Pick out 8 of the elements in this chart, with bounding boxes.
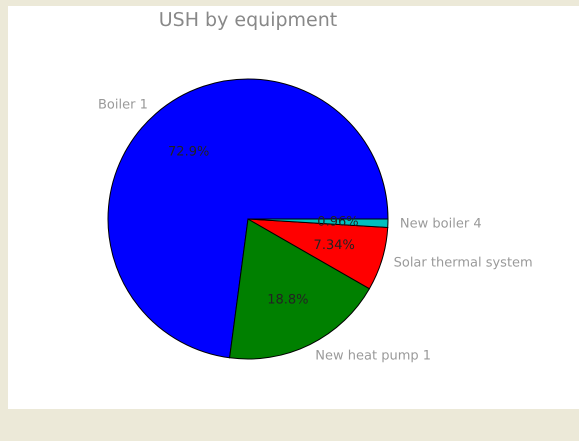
data-label: 7.34% xyxy=(314,238,355,253)
data-label: 18.8% xyxy=(267,292,309,308)
slice-label: Boiler 1 xyxy=(98,98,148,113)
data-label: 72.9% xyxy=(168,144,210,160)
slice-label: New heat pump 1 xyxy=(315,348,432,364)
chart-title: USH by equipment xyxy=(158,9,338,31)
slice-label: New boiler 4 xyxy=(400,216,482,232)
slice-label: Solar thermal system xyxy=(394,256,533,271)
